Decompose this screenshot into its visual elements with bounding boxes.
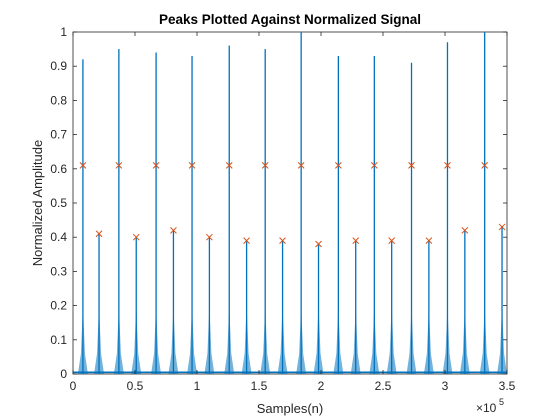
chart-title: Peaks Plotted Against Normalized Signal (159, 12, 421, 27)
peak-marker (315, 240, 322, 248)
signal-spike-base (313, 305, 324, 374)
x-tick-label: 3 (442, 379, 449, 393)
signal-spike-base (241, 305, 252, 374)
peak-marker (481, 162, 489, 169)
signal-spike-base (77, 305, 88, 374)
peak-marker (261, 162, 269, 169)
y-tick-label: 0.3 (50, 264, 67, 278)
signal-spike-base (406, 305, 417, 374)
signal-spike-base (350, 305, 361, 374)
plot-area: 0 0.5 1 1.5 2 2.5 3 3.5 0 0.1 0.2 0.3 0.4 0.5 0.6 0.7 0.… (50, 25, 515, 393)
peak-marker (115, 162, 123, 169)
y-tick-label: 0.4 (50, 230, 67, 244)
peak-marker (498, 223, 506, 231)
y-tick-label: 0.9 (50, 59, 67, 73)
peak-marker (225, 162, 233, 169)
x-tick-label: 3.5 (499, 379, 516, 393)
peak-marker (132, 233, 140, 241)
peak-marker (444, 162, 451, 169)
signal-spike-base (369, 305, 380, 374)
x-tick-label: 1.5 (251, 379, 268, 393)
signal-spike-base (260, 305, 271, 374)
y-tick-label: 0 (60, 367, 67, 381)
peak-marker (95, 230, 103, 238)
signal-spike-base (333, 305, 344, 374)
peak-marker (206, 233, 213, 241)
y-tick-label: 1 (60, 25, 67, 39)
peak-marker (188, 162, 196, 169)
peak-marker (279, 237, 286, 244)
peak-markers (79, 162, 506, 248)
y-tick-label: 0.7 (50, 128, 67, 142)
x-tick-label: 1 (194, 379, 201, 393)
signal-spike-base (151, 305, 162, 374)
peak-marker (297, 162, 305, 169)
signal-spike-base (204, 305, 215, 374)
signal-spike-base (168, 305, 179, 374)
peak-marker (425, 237, 433, 244)
signal-spike-base (479, 305, 490, 374)
x-tick-label: 2 (318, 379, 325, 393)
signal-spike-base (296, 305, 307, 374)
x-exponent-base: ×10 (476, 401, 497, 415)
x-axis-label: Samples(n) (257, 401, 323, 416)
y-tick-label: 0.1 (50, 333, 67, 347)
axis-ticks: 0 0.5 1 1.5 2 2.5 3 3.5 0 0.1 0.2 0.3 0.4 0.5 0.6 0.7 0.… (50, 25, 515, 393)
signal-spike-base (187, 305, 198, 374)
signal-spike-base (423, 305, 434, 374)
signal-trace (73, 32, 508, 374)
y-axis-label: Normalized Amplitude (30, 140, 45, 266)
axes-box (72, 31, 508, 375)
peak-marker (335, 162, 342, 169)
peak-marker (152, 162, 160, 169)
peak-marker (170, 227, 177, 234)
peak-marker (388, 237, 396, 244)
x-tick-label: 2.5 (375, 379, 392, 393)
peak-marker (461, 227, 469, 234)
y-tick-label: 0.6 (50, 162, 67, 176)
peak-marker (352, 237, 360, 244)
y-tick-label: 0.5 (50, 196, 67, 210)
peak-marker (370, 162, 378, 169)
signal-spike-base (131, 305, 142, 374)
signal-spike-base (442, 305, 453, 374)
signal-spike-base (113, 305, 124, 374)
peak-marker (243, 237, 250, 244)
signal-spike-base (224, 305, 235, 374)
x-tick-label: 0.5 (127, 379, 144, 393)
y-tick-label: 0.8 (50, 93, 67, 107)
signal-spike-base (386, 305, 397, 374)
peak-marker (79, 162, 87, 169)
y-tick-label: 0.2 (50, 299, 67, 313)
signal-spike-base (497, 305, 508, 374)
signal-spike-base (277, 305, 288, 374)
signal-spike-base (94, 305, 105, 374)
x-exponent-power: 5 (499, 397, 504, 407)
peak-marker (408, 162, 415, 169)
signal-spike-base (459, 305, 470, 374)
x-tick-label: 0 (70, 379, 77, 393)
